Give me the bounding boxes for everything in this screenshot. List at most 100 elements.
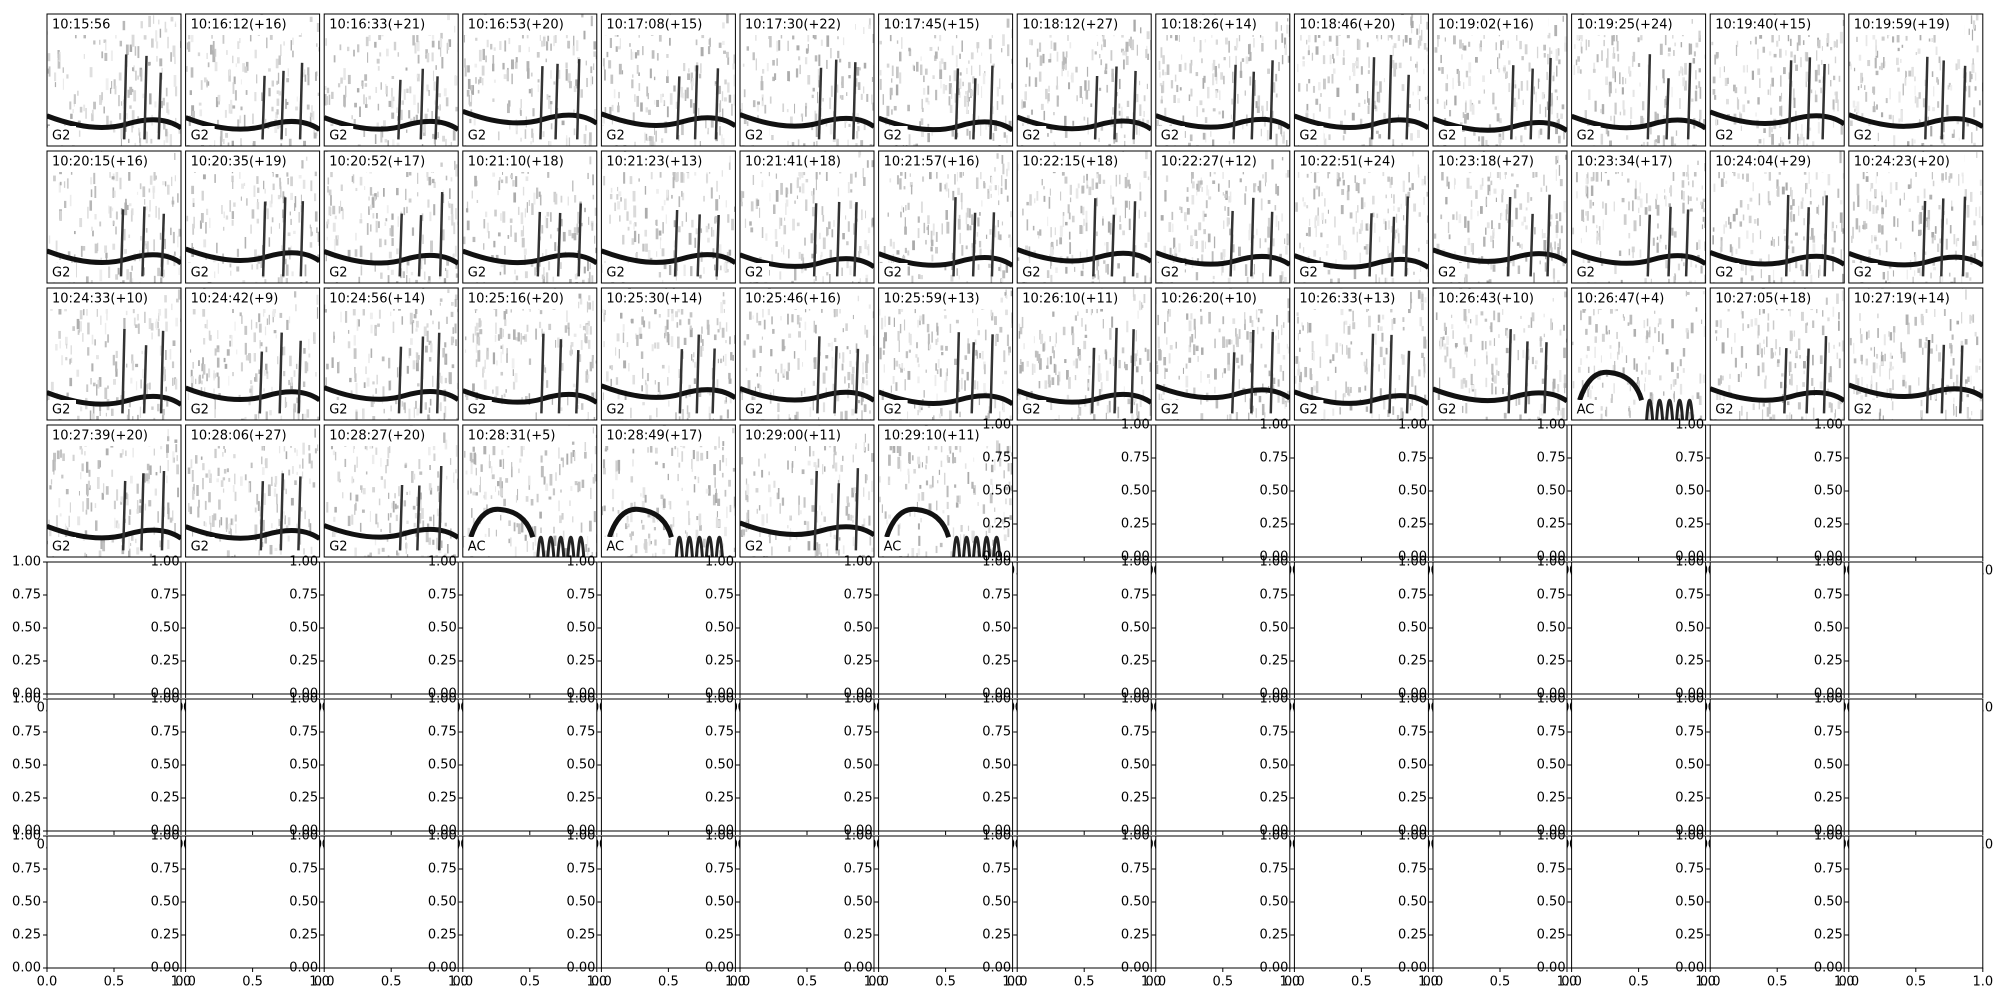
x-tick-label: 0.0	[1700, 975, 1721, 990]
panel-frame	[1709, 13, 1845, 147]
panel-title: 10:28:06(+27)	[191, 429, 287, 444]
axes-frame	[1432, 835, 1568, 969]
y-tick-label: 1.00	[844, 829, 873, 844]
y-tick-label: 0.25	[1675, 791, 1704, 806]
y-tick-label: 0.25	[705, 928, 734, 943]
y-tick-label: 1.00	[1398, 829, 1427, 844]
spectrogram-image	[462, 288, 597, 420]
title-box	[1849, 289, 1965, 309]
title-box	[48, 289, 163, 309]
axes-frame	[1293, 835, 1429, 969]
y-tick-label: 0.25	[289, 791, 318, 806]
spectrogram-panel: 10:18:46(+20) G2	[1293, 13, 1429, 147]
spectrogram-image	[185, 151, 320, 283]
panel-frame	[323, 287, 459, 421]
panel-title: 10:27:19(+14)	[1854, 292, 1950, 307]
x-tick-label: 0.5	[1905, 975, 1926, 990]
x-tick-label: 0.0	[1284, 975, 1305, 990]
panel-title: 10:28:31(+5)	[468, 429, 556, 444]
label-box	[1711, 263, 1740, 282]
spectrogram-image	[324, 425, 459, 557]
axes-frame	[600, 561, 736, 695]
spectrogram-panel: 10:26:10(+11) G2	[1016, 287, 1152, 421]
spectrogram-image	[1848, 151, 1983, 283]
y-tick-label: 1.00	[1537, 829, 1566, 844]
panel-title: 10:20:15(+16)	[52, 155, 148, 170]
y-tick-label: 0.75	[289, 588, 318, 603]
panel-frame	[1155, 13, 1291, 147]
axes-frame	[878, 835, 1014, 969]
label-box	[602, 537, 631, 556]
y-tick-label: 0.75	[705, 862, 734, 877]
y-tick-label: 0.00	[1121, 961, 1150, 976]
y-tick-label: 0.00	[844, 824, 873, 839]
panel-frame	[1571, 287, 1707, 421]
x-tick-label: 0.5	[1351, 975, 1372, 990]
y-tick-label: 0.50	[1259, 758, 1288, 773]
empty-axes: 0.000.250.500.751.000.00.51.0	[1398, 692, 1577, 853]
empty-axes: 0.000.250.500.751.000.00.51.0	[12, 555, 191, 716]
y-tick-label: 0.50	[566, 895, 595, 910]
axes-frame	[1293, 424, 1429, 558]
spectrogram-image	[324, 14, 459, 146]
label-box	[741, 537, 769, 556]
x-tick-label: 0.0	[591, 975, 612, 990]
panel-frame	[46, 287, 182, 421]
panel-label: G2	[1438, 403, 1456, 418]
spectrogram-panel: 10:15:56 G2	[46, 13, 182, 147]
y-tick-label: 0.75	[428, 725, 457, 740]
empty-axes: 0.000.250.500.751.000.00.51.0	[982, 692, 1161, 853]
axes-frame	[185, 835, 321, 969]
y-tick-label: 0.50	[151, 621, 180, 636]
y-tick-label: 0.00	[566, 824, 595, 839]
y-tick-label: 1.00	[982, 418, 1011, 433]
panel-frame	[185, 287, 321, 421]
panel-label: G2	[606, 266, 624, 281]
y-tick-label: 0.00	[1259, 961, 1288, 976]
title-box	[1156, 15, 1272, 35]
label-box	[186, 263, 215, 282]
panel-frame	[1432, 13, 1568, 147]
label-box	[602, 263, 631, 282]
y-tick-label: 1.00	[1259, 692, 1288, 707]
panel-title: 10:29:00(+11)	[745, 429, 841, 444]
panel-label: G2	[191, 266, 209, 281]
title-box	[879, 289, 995, 309]
axes-frame	[1709, 698, 1845, 832]
y-tick-label: 0.25	[1814, 517, 1843, 532]
panel-title: 10:22:51(+24)	[1299, 155, 1395, 170]
y-tick-label: 1.00	[566, 829, 595, 844]
empty-axes: 0.000.250.500.751.000.00.51.0	[428, 555, 607, 716]
panel-frame	[185, 13, 321, 147]
panel-title: 10:25:30(+14)	[606, 292, 702, 307]
y-tick-label: 0.25	[705, 654, 734, 669]
y-tick-label: 0.00	[12, 824, 41, 839]
axes-frame	[1016, 424, 1152, 558]
spectrogram-panel: 10:20:52(+17) G2	[323, 150, 459, 284]
panel-frame	[185, 150, 321, 284]
y-tick-label: 0.25	[1121, 517, 1150, 532]
panel-frame	[462, 424, 598, 558]
y-tick-label: 1.00	[705, 829, 734, 844]
spectrogram-image	[1710, 14, 1845, 146]
spectrogram-panel: 10:16:53(+20) G2	[462, 13, 598, 147]
y-tick-label: 0.50	[705, 758, 734, 773]
title-box	[325, 289, 440, 309]
y-tick-label: 0.50	[705, 621, 734, 636]
y-tick-label: 0.50	[1121, 758, 1150, 773]
x-tick-label: 0.0	[1561, 975, 1582, 990]
y-tick-label: 0.25	[1537, 654, 1566, 669]
title-box	[463, 426, 571, 446]
panel-label: G2	[1577, 266, 1595, 281]
panel-title: 10:24:04(+29)	[1715, 155, 1811, 170]
panel-label: AC	[606, 540, 624, 555]
axes-frame	[1571, 561, 1707, 695]
y-tick-label: 0.25	[1398, 791, 1427, 806]
y-tick-label: 0.00	[1398, 824, 1427, 839]
title-box	[1018, 289, 1133, 309]
y-tick-label: 0.75	[844, 588, 873, 603]
axes-frame	[1016, 698, 1152, 832]
x-tick-label: 0.5	[658, 975, 679, 990]
y-tick-label: 0.75	[1121, 725, 1150, 740]
